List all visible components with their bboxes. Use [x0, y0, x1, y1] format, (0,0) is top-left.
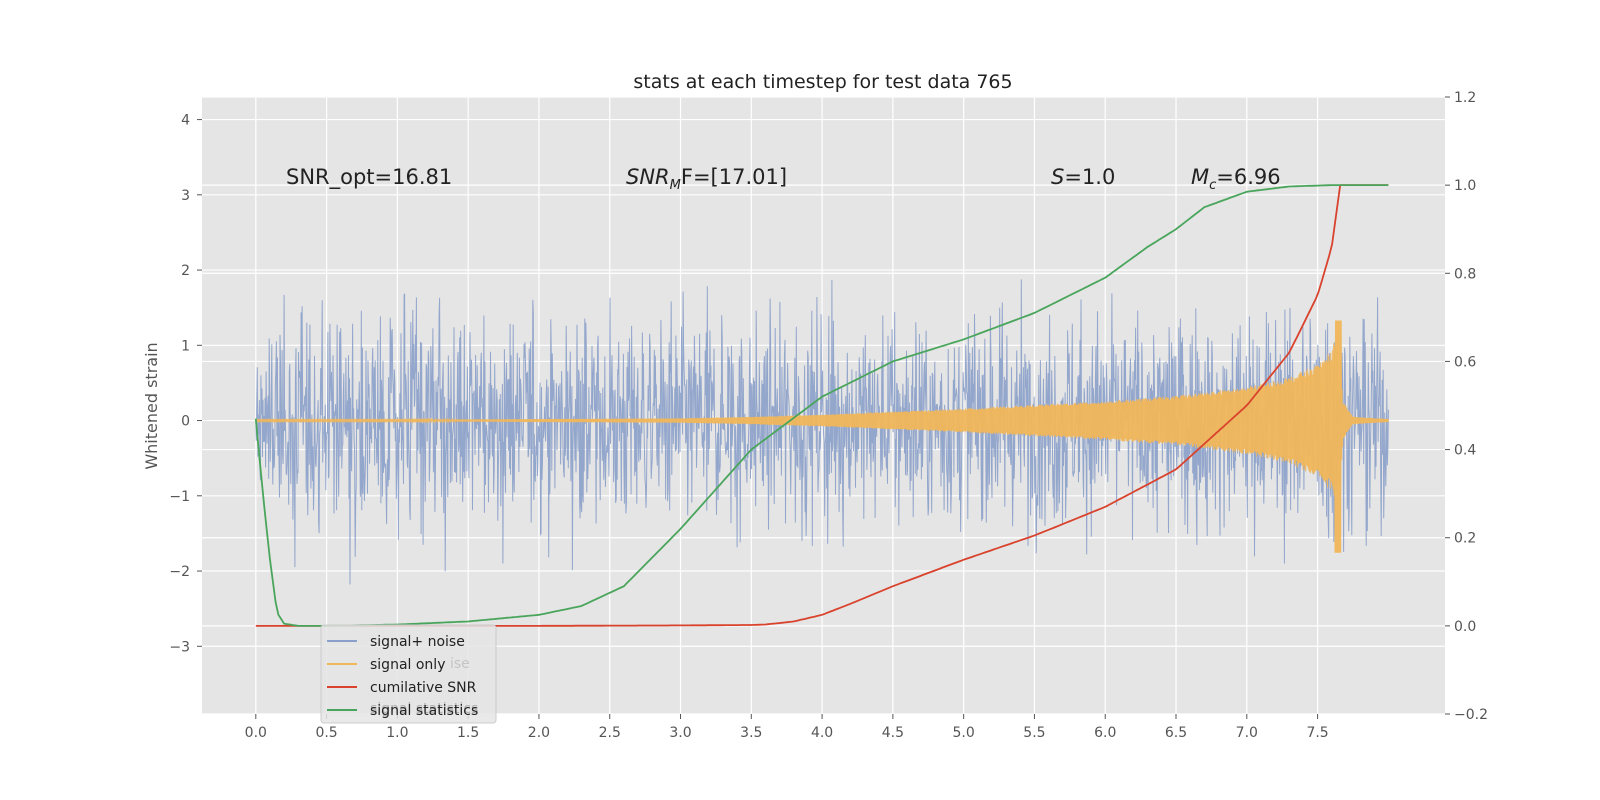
chart-title: stats at each timestep for test data 765	[633, 71, 1012, 93]
legend-ghost-statistics: signal statistics	[370, 701, 478, 717]
annotation-s-value: S=1.0	[1051, 165, 1115, 189]
x-tick-label: 7.0	[1236, 725, 1258, 741]
annotation-snr-mf-base: SNR	[626, 165, 670, 189]
x-tick-label: 6.5	[1165, 725, 1187, 741]
x-tick-label: 2.5	[599, 725, 621, 741]
x-tick-label: 5.5	[1023, 725, 1045, 741]
y2-tick-label: 0.4	[1454, 443, 1476, 459]
y-tick-label: 1	[181, 338, 190, 354]
y2-tick-label: 0.8	[1454, 266, 1476, 282]
x-tick-label: 0.0	[245, 725, 267, 741]
y2-axis-ticks: 1.2 1.0 0.8 0.6 0.4 0.2 0.0 −0.2	[1445, 90, 1488, 723]
annotation-snr-opt: SNR_opt=16.81	[286, 165, 452, 190]
y-axis-ticks: 4 3 2 1 0 −1 −2 −3	[169, 113, 202, 655]
legend-ghost-noise: ise	[450, 656, 470, 672]
x-tick-label: 6.0	[1094, 725, 1116, 741]
x-axis-ticks: 0.0 0.5 1.0 1.5 2.0 2.5 3.0 3.5 4.0 4.5 5.0 5.5 6.0 6…	[245, 714, 1329, 741]
y2-tick-label: 0.6	[1454, 354, 1476, 370]
annotation-chirp-mass: Mc=6.96	[1191, 165, 1281, 193]
annotation-mc-var: M	[1191, 165, 1209, 189]
annotation-mc-rest: =6.96	[1216, 165, 1280, 189]
y2-tick-label: 0.2	[1454, 531, 1476, 547]
y-tick-label: 2	[181, 263, 190, 279]
series-signal-only	[255, 320, 1389, 553]
y-tick-label: 0	[181, 414, 190, 430]
series-signal-plus-noise	[255, 279, 1389, 585]
x-tick-label: 4.5	[882, 725, 904, 741]
y-tick-label: −1	[169, 489, 190, 505]
y2-tick-label: 1.2	[1454, 90, 1476, 106]
x-tick-label: 3.5	[740, 725, 762, 741]
x-tick-label: 0.5	[315, 725, 337, 741]
x-tick-label: 2.0	[528, 725, 550, 741]
legend-label-signal-plus-noise: signal+ noise	[370, 634, 465, 650]
y-tick-label: 4	[181, 113, 190, 129]
legend-box	[320, 624, 497, 724]
x-tick-label: 7.5	[1306, 725, 1328, 741]
y2-tick-label: −0.2	[1454, 707, 1488, 723]
x-tick-label: 5.0	[953, 725, 975, 741]
x-tick-label: 3.0	[669, 725, 691, 741]
annotation-s-rest: =1.0	[1064, 165, 1115, 189]
annotation-s-var: S	[1051, 165, 1064, 189]
y-tick-label: −3	[169, 639, 190, 655]
x-tick-label: 1.5	[457, 725, 479, 741]
annotation-snr-mf: SNRMF=[17.01]	[626, 165, 787, 193]
y2-tick-label: 0.0	[1454, 619, 1476, 635]
legend-label-signal-only: signal only	[370, 657, 445, 673]
legend-label-cumilative-snr: cumilative SNR	[370, 680, 477, 696]
series-signal-statistics	[254, 184, 1389, 627]
x-tick-label: 4.0	[811, 725, 833, 741]
y-axis-title: Whitened strain	[142, 342, 161, 469]
legend: ise signal statistics signal+ noise sign…	[320, 624, 497, 724]
legend-label-signal-statistics: signal statistics	[370, 703, 478, 719]
annotation-snr-mf-rest: F=[17.01]	[681, 165, 787, 189]
annotation-mc-sub: c	[1209, 178, 1216, 193]
y-tick-label: 3	[181, 188, 190, 204]
y-tick-label: −2	[169, 564, 190, 580]
annotation-snr-mf-sub: M	[670, 178, 681, 193]
x-tick-label: 1.0	[386, 725, 408, 741]
y2-tick-label: 1.0	[1454, 178, 1476, 194]
